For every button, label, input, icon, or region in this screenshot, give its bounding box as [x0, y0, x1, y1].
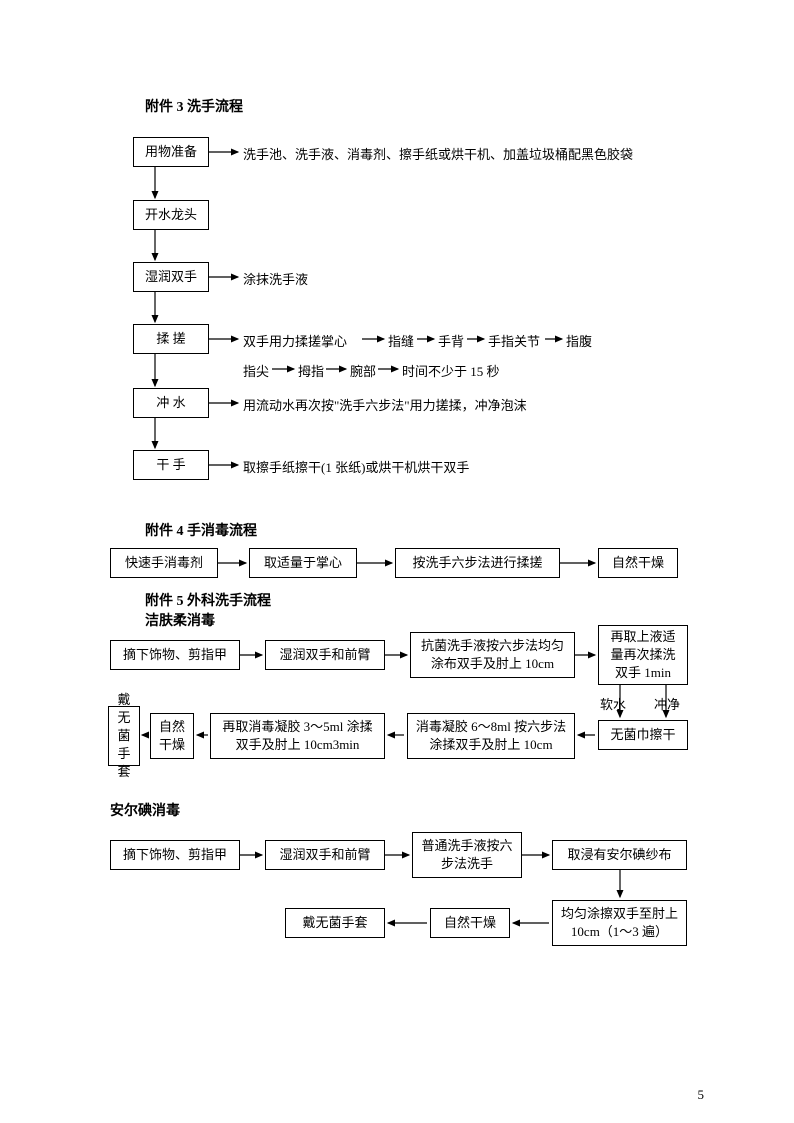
s3-rub-l2-0: 指尖	[243, 362, 269, 382]
s3-rub-l2-1: 拇指	[298, 362, 324, 382]
s3-step-wet-label: 湿润双手	[145, 268, 197, 286]
section3-title: 附件 3 洗手流程	[145, 96, 243, 116]
page-container: 附件 3 洗手流程 用物准备 洗手池、洗手液、消毒剂、擦手纸或烘干机、加盖垃圾桶…	[0, 0, 794, 1123]
s3-step-prep: 用物准备	[133, 137, 209, 167]
s5a-r1-3-label: 再取上液适量再次揉洗双手 1min	[605, 628, 681, 683]
s5b-r1-3-label: 取浸有安尔碘纱布	[567, 846, 671, 864]
s3-step-rinse-annot: 用流动水再次按"洗手六步法"用力搓揉，冲净泡沫	[243, 396, 527, 416]
s5a-r2-0-label: 戴无菌手套	[115, 691, 133, 782]
s4-step-3: 自然干燥	[598, 548, 678, 578]
s5a-r1-2: 抗菌洗手液按六步法均匀涂布双手及肘上 10cm	[410, 632, 575, 678]
s3-step-dry: 干 手	[133, 450, 209, 480]
s3-step-dry-label: 干 手	[156, 456, 185, 474]
s5b-r2-1-label: 自然干燥	[444, 914, 496, 932]
s3-rub-l1-2: 手背	[438, 332, 464, 352]
s5a-r1-1: 湿润双手和前臂	[265, 640, 385, 670]
section4-title: 附件 4 手消毒流程	[145, 520, 257, 540]
s3-step-dry-annot: 取擦手纸擦干(1 张纸)或烘干机烘干双手	[243, 458, 469, 478]
s5b-r1-0-label: 摘下饰物、剪指甲	[123, 846, 227, 864]
section5-sub1-title: 洁肤柔消毒	[145, 610, 215, 630]
s3-step-faucet-label: 开水龙头	[145, 206, 197, 224]
s3-step-rub: 揉 搓	[133, 324, 209, 354]
s4-step-0: 快速手消毒剂	[110, 548, 218, 578]
s4-step-2: 按洗手六步法进行揉搓	[395, 548, 560, 578]
s3-step-wet-annot: 涂抹洗手液	[243, 270, 308, 290]
s5a-r2-3-label: 消毒凝胶 6～8ml 按六步法涂揉双手及肘上 10cm	[414, 718, 568, 754]
s5b-r2-1: 自然干燥	[430, 908, 510, 938]
s5a-r2-3: 消毒凝胶 6～8ml 按六步法涂揉双手及肘上 10cm	[407, 713, 575, 759]
s5a-side-1: 冲净	[654, 695, 680, 715]
s4-step-2-label: 按洗手六步法进行揉搓	[412, 554, 542, 572]
section5-title: 附件 5 外科洗手流程	[145, 590, 271, 610]
s3-step-wet: 湿润双手	[133, 262, 209, 292]
s5b-r1-2: 普通洗手液按六步法洗手	[412, 832, 522, 878]
s5a-r2-2-label: 再取消毒凝胶 3～5ml 涂揉双手及肘上 10cm3min	[217, 718, 378, 754]
s5a-r1-2-label: 抗菌洗手液按六步法均匀涂布双手及肘上 10cm	[417, 637, 568, 673]
s5a-r2-2: 再取消毒凝胶 3～5ml 涂揉双手及肘上 10cm3min	[210, 713, 385, 759]
s5b-r2-0: 戴无菌手套	[285, 908, 385, 938]
s3-rub-l1-4: 指腹	[566, 332, 592, 352]
s5a-r2-0: 戴无菌手套	[108, 706, 140, 766]
s3-step-prep-label: 用物准备	[145, 143, 197, 161]
s3-rub-l1-1: 指缝	[388, 332, 414, 352]
section5-sub2-title: 安尔碘消毒	[110, 800, 180, 820]
s5a-r1-3: 再取上液适量再次揉洗双手 1min	[598, 625, 688, 685]
s5b-r2-0-label: 戴无菌手套	[302, 914, 367, 932]
s5a-r2-4: 无菌巾擦干	[598, 720, 688, 750]
s5a-r1-0: 摘下饰物、剪指甲	[110, 640, 240, 670]
s5b-r1-1-label: 湿润双手和前臂	[279, 846, 370, 864]
s5b-r1-3: 取浸有安尔碘纱布	[552, 840, 687, 870]
s3-step-rub-label: 揉 搓	[156, 330, 185, 348]
s5b-r1-1: 湿润双手和前臂	[265, 840, 385, 870]
s3-step-rinse-label: 冲 水	[156, 394, 185, 412]
s5b-r1-0: 摘下饰物、剪指甲	[110, 840, 240, 870]
s4-step-3-label: 自然干燥	[612, 554, 664, 572]
s3-step-faucet: 开水龙头	[133, 200, 209, 230]
s4-step-1: 取适量于掌心	[249, 548, 357, 578]
s5a-r1-0-label: 摘下饰物、剪指甲	[123, 646, 227, 664]
s4-step-0-label: 快速手消毒剂	[125, 554, 203, 572]
s3-rub-l2-3: 时间不少于 15 秒	[402, 362, 500, 382]
s5a-r2-1: 自然干燥	[150, 713, 194, 759]
page-number: 5	[698, 1087, 705, 1103]
s5b-r2-2-label: 均匀涂擦双手至肘上 10cm（1～3 遍）	[559, 905, 680, 941]
s5a-r1-1-label: 湿润双手和前臂	[279, 646, 370, 664]
s5a-side-0: 软水	[600, 695, 626, 715]
s3-rub-l2-2: 腕部	[350, 362, 376, 382]
s5a-r2-1-label: 自然干燥	[157, 718, 187, 754]
s3-step-rinse: 冲 水	[133, 388, 209, 418]
s5b-r1-2-label: 普通洗手液按六步法洗手	[419, 837, 515, 873]
s5b-r2-2: 均匀涂擦双手至肘上 10cm（1～3 遍）	[552, 900, 687, 946]
s3-rub-l1-0: 双手用力揉搓掌心	[243, 332, 347, 352]
s4-step-1-label: 取适量于掌心	[264, 554, 342, 572]
s3-rub-l1-3: 手指关节	[488, 332, 540, 352]
s5a-r2-4-label: 无菌巾擦干	[610, 726, 675, 744]
s3-step-prep-annot: 洗手池、洗手液、消毒剂、擦手纸或烘干机、加盖垃圾桶配黑色胶袋	[243, 145, 633, 165]
